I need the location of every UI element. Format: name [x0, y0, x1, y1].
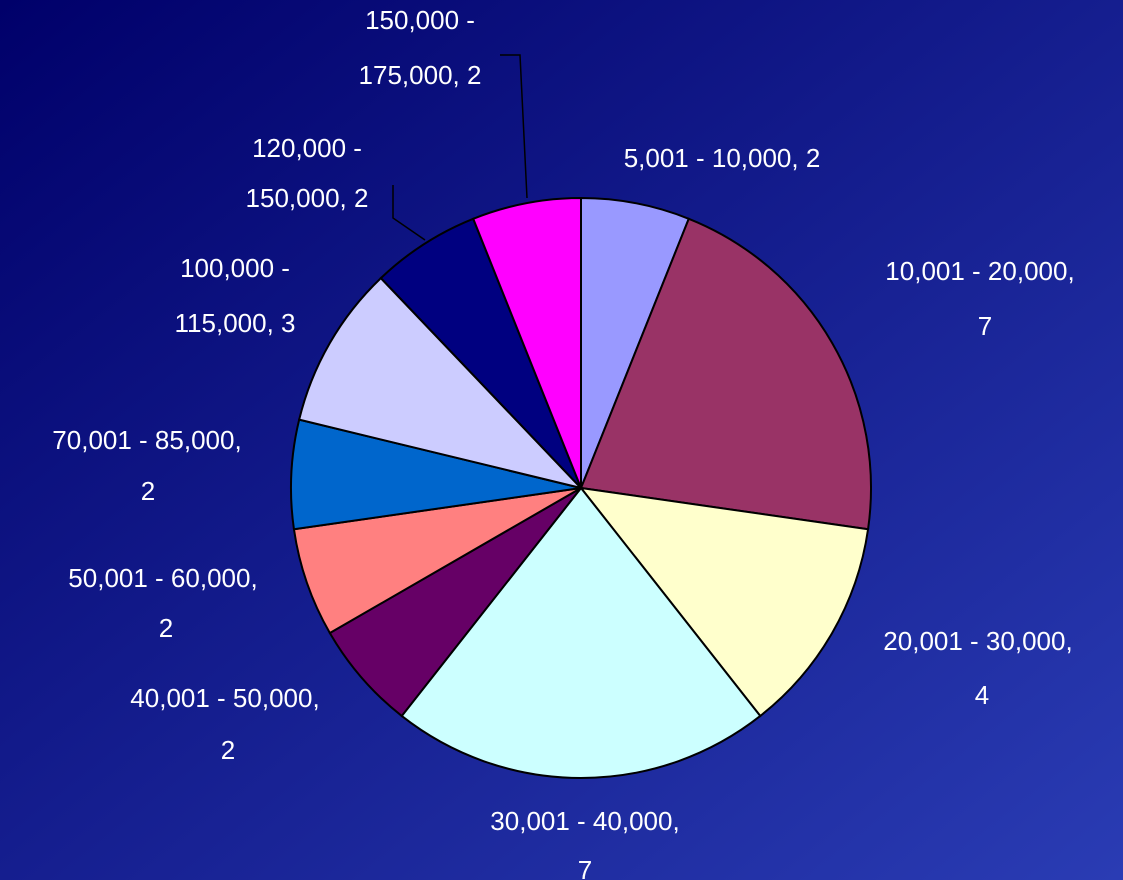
data-label: 7 — [978, 311, 992, 341]
data-label: 100,000 - — [180, 253, 290, 283]
data-label: 4 — [975, 680, 989, 710]
pie-slice — [297, 276, 585, 490]
data-label: 2 — [141, 476, 155, 506]
pie-slice — [578, 486, 870, 718]
data-label: 2 — [159, 613, 173, 643]
pie-slice — [400, 486, 762, 779]
leader-line — [392, 185, 426, 241]
data-label: 10,001 - 20,000, — [885, 256, 1074, 286]
data-label: 40,001 - 50,000, — [130, 683, 319, 713]
data-label: 5,001 - 10,000, 2 — [624, 143, 821, 173]
data-label: 70,001 - 85,000, — [52, 425, 241, 455]
data-label: 2 — [221, 735, 235, 765]
pie-slice — [579, 217, 872, 531]
data-label: 150,000, 2 — [246, 183, 369, 213]
data-label: 115,000, 3 — [175, 308, 296, 338]
data-label: 150,000 - — [365, 5, 475, 35]
data-label: 7 — [578, 855, 592, 880]
pie-slice — [471, 196, 582, 489]
data-label: 30,001 - 40,000, — [490, 806, 679, 836]
data-label: 50,001 - 60,000, — [68, 563, 257, 593]
data-label: 175,000, 2 — [359, 60, 482, 90]
leader-line — [500, 54, 528, 199]
data-label: 120,000 - — [252, 133, 362, 163]
data-label: 20,001 - 30,000, — [883, 626, 1072, 656]
